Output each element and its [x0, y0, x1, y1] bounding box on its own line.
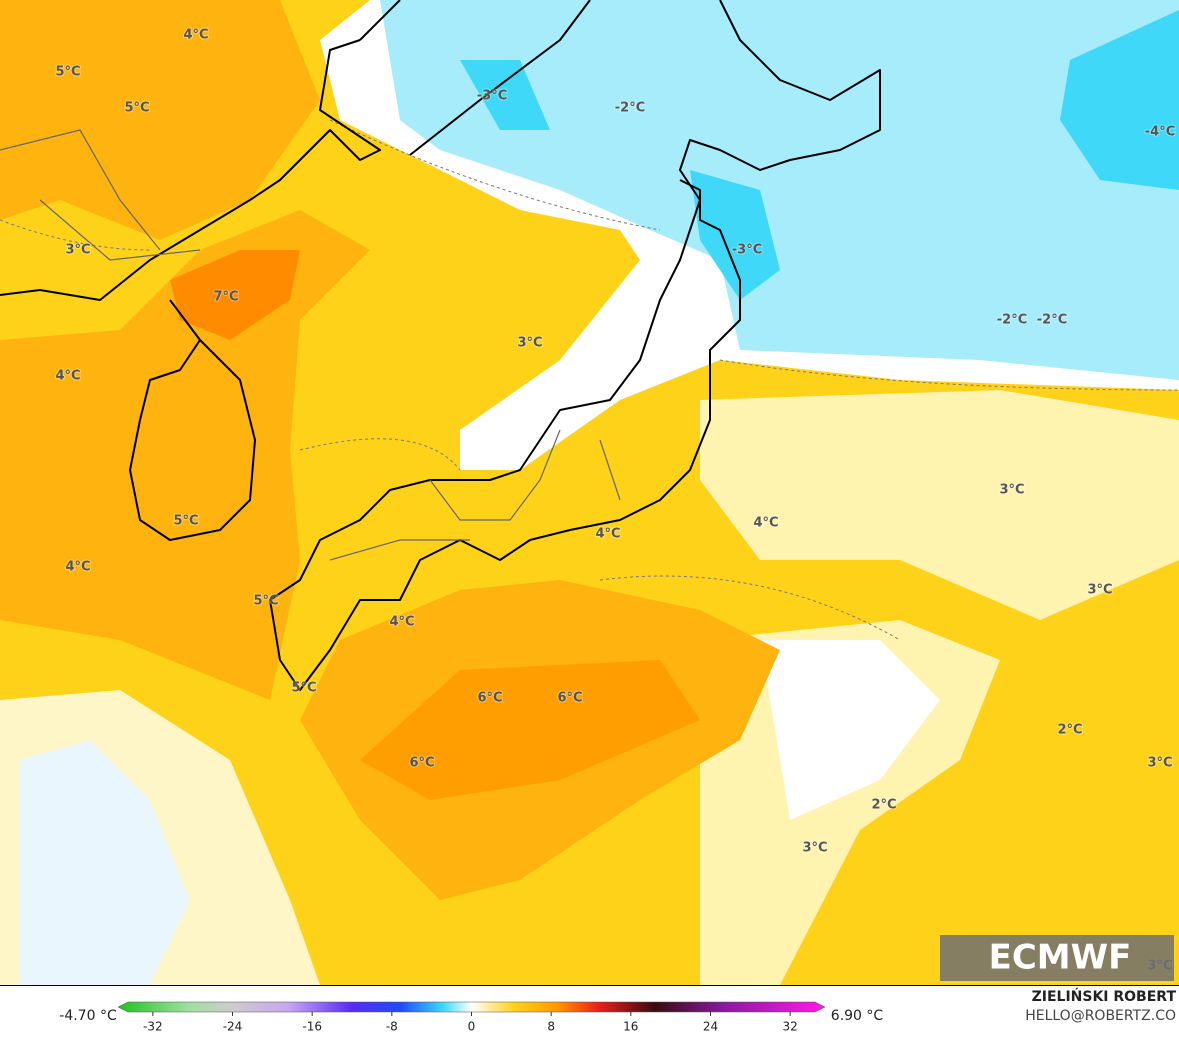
contour-label: 3°C: [1087, 583, 1112, 598]
field-white: [760, 640, 940, 820]
contour-label: 3°C: [517, 336, 542, 351]
contour-label: 5°C: [124, 101, 149, 116]
colorbar-tick-label: 0: [468, 1020, 476, 1034]
contour-label: 3°C: [1147, 756, 1172, 771]
credit-author: ZIELIŃSKI ROBERT: [1032, 987, 1177, 1005]
contour-label: 7°C: [213, 290, 238, 305]
colorbar-tick-label: 8: [547, 1020, 555, 1034]
logo-box: [940, 935, 1174, 981]
contour-label: 2°C: [871, 798, 896, 813]
contour-label: 2°C: [1057, 723, 1082, 738]
logo: ECMWF: [989, 938, 1132, 978]
field-cold: [690, 170, 780, 300]
contour-label: 3°C: [802, 841, 827, 856]
contour-label: -2°C: [615, 101, 645, 116]
colorbar-max: 6.90 °C: [831, 1008, 884, 1024]
contour-label: -3°C: [732, 243, 762, 258]
contour-label: 4°C: [389, 615, 414, 630]
contour-label: -4°C: [1145, 125, 1175, 140]
contour-label: 4°C: [55, 369, 80, 384]
contour-label: 5°C: [173, 514, 198, 529]
contour-label: 4°C: [183, 28, 208, 43]
contour-label: 3°C: [999, 483, 1024, 498]
contour-label: 6°C: [557, 691, 582, 706]
map: 4°C 5°C 5°C -3°C -2°C -4°C 3°C -3°C 7°C -2°C -2°C 3…: [0, 0, 1179, 985]
field-cold: [1060, 10, 1179, 190]
contour-label: 6°C: [409, 756, 434, 771]
colorbar-tick-label: -32: [143, 1020, 163, 1034]
field-warm: [0, 210, 370, 700]
colorbar: -4.70 °C 6.90 °C -32 -24 -16 -8 0 8 16 24 32: [59, 1001, 884, 1034]
contour-label: -2°C: [997, 313, 1027, 328]
field-cold: [20, 740, 190, 985]
contour-label: 5°C: [291, 681, 316, 696]
credit-contact: HELLO@ROBERTZ.CO: [1025, 1008, 1176, 1024]
colorbar-tick-label: 16: [623, 1020, 638, 1034]
colorbar-tick-label: 32: [783, 1020, 798, 1034]
colorbar-bar: [117, 1001, 826, 1013]
contour-label: 5°C: [253, 594, 278, 609]
contour-label: 4°C: [753, 516, 778, 531]
coastline: [0, 0, 881, 691]
border: [0, 129, 621, 561]
contour-label: -2°C: [1037, 313, 1067, 328]
isoline: [0, 119, 1179, 641]
field-warm: [0, 0, 320, 240]
contour-label: 6°C: [477, 691, 502, 706]
colorbar-tick-label: -8: [386, 1020, 398, 1034]
contour-label: 5°C: [55, 65, 80, 80]
contour-label: 3°C: [65, 243, 90, 258]
field-hot: [170, 250, 300, 340]
colorbar-tick-label: -24: [223, 1020, 243, 1034]
colorbar-tick-label: -16: [302, 1020, 322, 1034]
contour-label: 4°C: [65, 560, 90, 575]
colorbar-tick-label: 24: [703, 1020, 718, 1034]
contour-label: -3°C: [477, 89, 507, 104]
field-hot: [360, 660, 700, 800]
field-cool: [380, 0, 1179, 380]
contour-labels: 4°C 5°C 5°C -3°C -2°C -4°C 3°C -3°C 7°C -2°C -2°C 3…: [54, 27, 1176, 975]
field-cold: [460, 60, 550, 130]
colorbar-min: -4.70 °C: [59, 1008, 117, 1024]
field-pale: [700, 390, 1179, 620]
contour-label: 4°C: [595, 527, 620, 542]
